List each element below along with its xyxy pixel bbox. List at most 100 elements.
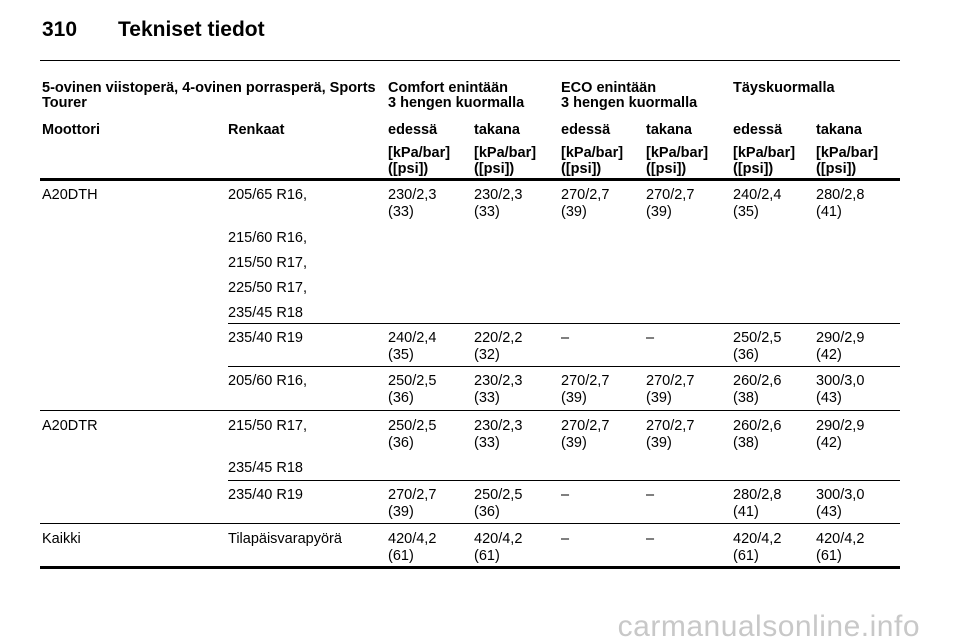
eco-front-header: edessä — [561, 122, 611, 138]
pressure-value: – — [561, 531, 570, 547]
pressure-value: 270/2,7 — [561, 418, 610, 434]
tyre-size: 215/50 R17, — [228, 418, 308, 434]
pressure-value: – — [561, 487, 570, 503]
tyre-size: 235/40 R19 — [228, 330, 303, 346]
eco-rear-header: takana — [646, 122, 692, 138]
unit-label-psi: ([psi]) — [561, 161, 602, 177]
unit-label-psi: ([psi]) — [388, 161, 429, 177]
pressure-value: 250/2,5 — [388, 373, 437, 389]
pressure-psi: (42) — [816, 347, 842, 363]
pressure-psi: (39) — [388, 504, 414, 520]
pressure-psi: (43) — [816, 504, 842, 520]
tyre-size: 235/45 R18 — [228, 305, 303, 321]
pressure-value: 230/2,3 — [388, 187, 437, 203]
watermark: carmanualsonline.info — [617, 610, 920, 643]
tyre-size: 225/50 R17, — [228, 280, 308, 296]
engine-column-header: Moottori — [42, 122, 100, 138]
pressure-psi: (42) — [816, 435, 842, 451]
pressure-psi: (41) — [816, 204, 842, 220]
engine-cell: Kaikki — [42, 531, 81, 547]
pressure-psi: (33) — [474, 204, 500, 220]
tyre-size: 205/65 R16, — [228, 187, 308, 203]
engine-cell: A20DTR — [42, 418, 98, 434]
pressure-value: – — [561, 330, 570, 346]
unit-label: [kPa/bar] — [816, 145, 879, 161]
pressure-psi: (36) — [388, 435, 414, 451]
full-load-header: Täyskuormalla — [733, 80, 835, 96]
pressure-psi: (33) — [474, 435, 500, 451]
pressure-psi: (61) — [816, 548, 842, 564]
full-rear-header: takana — [816, 122, 862, 138]
unit-label: [kPa/bar] — [388, 145, 451, 161]
pressure-value: 270/2,7 — [388, 487, 437, 503]
pressure-psi: (61) — [474, 548, 500, 564]
tyre-size: 235/40 R19 — [228, 487, 303, 503]
pressure-psi: (36) — [474, 504, 500, 520]
row-divider — [228, 366, 900, 367]
unit-label-psi: ([psi]) — [646, 161, 687, 177]
pressure-value: 270/2,7 — [646, 373, 695, 389]
pressure-psi: (39) — [561, 435, 587, 451]
pressure-psi: (43) — [816, 390, 842, 406]
row-divider — [228, 480, 900, 481]
header-divider — [40, 60, 900, 61]
pressure-psi: (33) — [474, 390, 500, 406]
comfort-front-header: edessä — [388, 122, 438, 138]
pressure-psi: (61) — [733, 548, 759, 564]
tyre-size: 205/60 R16, — [228, 373, 308, 389]
model-header-line2: Tourer — [42, 95, 87, 111]
pressure-value: 250/2,5 — [733, 330, 782, 346]
pressure-value: 280/2,8 — [733, 487, 782, 503]
tyre-size: Tilapäisvarapyörä — [228, 531, 342, 547]
pressure-psi: (61) — [388, 548, 414, 564]
model-header: 5-ovinen viistoperä, 4-ovinen porrasperä… — [42, 80, 376, 96]
pressure-psi: (36) — [733, 347, 759, 363]
tyre-size: 215/60 R16, — [228, 230, 308, 246]
table-header-rule — [40, 178, 900, 181]
comfort-header-line2: 3 hengen kuormalla — [388, 95, 525, 111]
pressure-value: 240/2,4 — [388, 330, 437, 346]
row-divider — [40, 410, 900, 411]
tyre-size: 215/50 R17, — [228, 255, 308, 271]
pressure-value: 250/2,5 — [388, 418, 437, 434]
pressure-psi: (38) — [733, 435, 759, 451]
pressure-value: 260/2,6 — [733, 418, 782, 434]
pressure-value: 420/4,2 — [733, 531, 782, 547]
page-title: Tekniset tiedot — [118, 18, 265, 41]
tyres-column-header: Renkaat — [228, 122, 285, 138]
unit-label-psi: ([psi]) — [733, 161, 774, 177]
row-divider — [40, 523, 900, 524]
pressure-psi: (35) — [388, 347, 414, 363]
pressure-value: 420/4,2 — [816, 531, 865, 547]
full-front-header: edessä — [733, 122, 783, 138]
pressure-psi: (39) — [646, 435, 672, 451]
pressure-psi: (38) — [733, 390, 759, 406]
engine-cell: A20DTH — [42, 187, 98, 203]
pressure-value: 270/2,7 — [561, 187, 610, 203]
pressure-value: 290/2,9 — [816, 330, 865, 346]
pressure-psi: (39) — [646, 390, 672, 406]
unit-label: [kPa/bar] — [733, 145, 796, 161]
pressure-value: 420/4,2 — [388, 531, 437, 547]
comfort-rear-header: takana — [474, 122, 520, 138]
pressure-value: 270/2,7 — [646, 418, 695, 434]
pressure-psi: (41) — [733, 504, 759, 520]
page-number: 310 — [42, 18, 78, 41]
unit-label: [kPa/bar] — [474, 145, 537, 161]
row-divider — [228, 323, 900, 324]
pressure-value: 420/4,2 — [474, 531, 523, 547]
unit-label: [kPa/bar] — [646, 145, 709, 161]
pressure-psi: (32) — [474, 347, 500, 363]
pressure-value: 260/2,6 — [733, 373, 782, 389]
pressure-value: 270/2,7 — [646, 187, 695, 203]
tyre-size: 235/45 R18 — [228, 460, 303, 476]
unit-label-psi: ([psi]) — [474, 161, 515, 177]
unit-label: [kPa/bar] — [561, 145, 624, 161]
pressure-value: – — [646, 330, 655, 346]
pressure-value: 220/2,2 — [474, 330, 523, 346]
pressure-value: 230/2,3 — [474, 373, 523, 389]
pressure-value: – — [646, 487, 655, 503]
pressure-psi: (35) — [733, 204, 759, 220]
eco-header-line2: 3 hengen kuormalla — [561, 95, 698, 111]
pressure-value: 280/2,8 — [816, 187, 865, 203]
